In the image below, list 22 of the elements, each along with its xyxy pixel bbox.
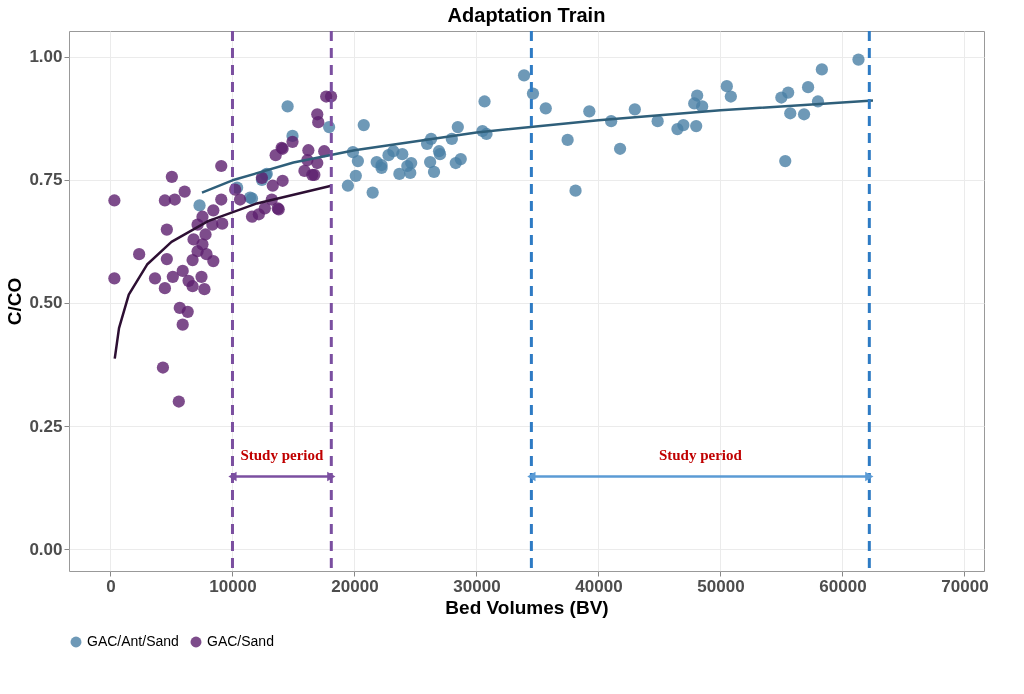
y-tick-label: 0.75 [29,170,63,190]
x-tick-label: 20000 [331,576,379,596]
line-series [200,99,875,194]
x-tick-label: 60000 [819,576,867,596]
line-series [113,184,333,360]
y-tick-label: 0.00 [29,539,63,559]
x-tick-label: 30000 [453,576,501,596]
legend-label: GAC/Ant/Sand [87,633,179,649]
y-axis-title: C/CO [4,277,26,326]
chart-title: Adaptation Train [447,3,606,26]
legend-label: GAC/Sand [207,633,274,649]
annotation: Study period [240,446,325,463]
annotation: Study period [658,446,743,463]
y-tick-label: 0.50 [29,293,63,313]
x-tick-label: 0 [106,576,116,596]
x-tick-label: 50000 [697,576,745,596]
y-tick-label: 1.00 [29,47,63,67]
x-tick-label: 70000 [941,576,989,596]
y-tick-label: 0.25 [29,416,63,436]
x-tick-label: 10000 [209,576,257,596]
x-tick-label: 40000 [575,576,623,596]
x-axis-title: Bed Volumes (BV) [445,596,609,618]
